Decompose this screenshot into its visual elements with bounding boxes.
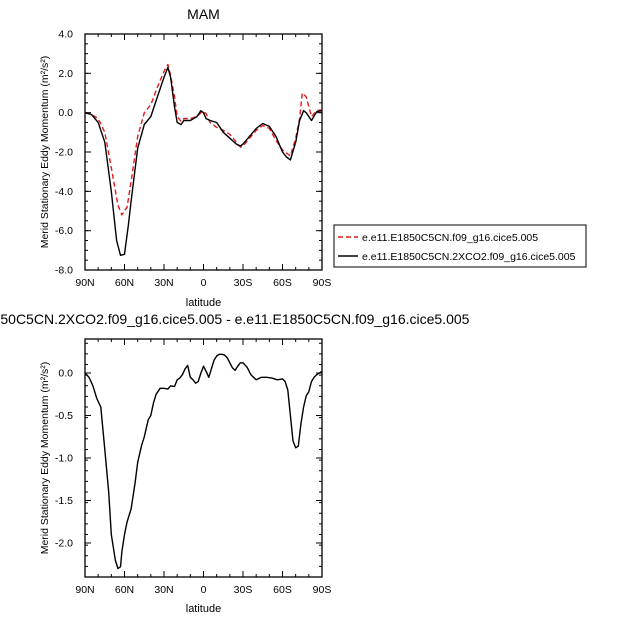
panel-bottom-y-label: Merid Stationary Eddy Momentum (m²/s²) [39, 362, 51, 555]
panel-bottom-series-0-line [84, 353, 323, 570]
panel-top-x-tick-label: 60N [115, 277, 134, 289]
panel-bottom-x-tick-label: 60S [273, 584, 292, 596]
panel-top-series [84, 63, 323, 257]
panel-bottom-x-tick-label: 90N [75, 584, 94, 596]
panel-bottom-x-tick-label: 0 [201, 584, 207, 596]
panel-top-y-tick-label: 4.0 [58, 29, 73, 41]
panel-top-y-tick-label: -2.0 [55, 147, 73, 159]
panel-top-series-1-line [84, 66, 323, 257]
panel-bottom-y-tick-label: 0.0 [58, 368, 73, 380]
panel-bottom-plot-frame [84, 338, 323, 578]
panel-top-y-ticks: 4.0 2.0 0.0 -2.0 -4.0 -6.0 -8.0 [55, 29, 322, 277]
panel-bottom-y-tick-label: -2.0 [55, 538, 73, 550]
panel-bottom-x-label: latitude [186, 603, 221, 615]
panel-bottom-y-tick-label: -1.5 [55, 495, 73, 507]
panel-bottom-y-ticks: 0.0 -0.5 -1.0 -1.5 -2.0 [55, 342, 322, 578]
legend-label-series-1: e.e11.E1850C5CN.2XCO2.f09_g16.cice5.005 [362, 251, 576, 263]
panel-top-x-tick-label: 90N [75, 277, 94, 289]
panel-bottom-series [84, 353, 323, 570]
panel-bottom-y-tick-label: -0.5 [55, 410, 73, 422]
panel-top-y-label: Merid Stationary Eddy Momentum (m²/s²) [39, 56, 51, 249]
panel-top-y-tick-label: -8.0 [55, 265, 73, 277]
panel-bottom-title: e.e11.E1850C5CN.2XCO2.f09_g16.cice5.005 … [0, 311, 470, 327]
panel-bottom-x-tick-label: 30N [154, 584, 173, 596]
panel-top-y-tick-label: -4.0 [55, 186, 73, 198]
panel-bottom-x-tick-label: 60N [115, 584, 134, 596]
panel-bottom-x-tick-label: 30S [234, 584, 253, 596]
panel-top-title: MAM [187, 6, 220, 22]
legend-label-series-0: e.e11.E1850C5CN.f09_g16.cice5.005 [362, 232, 538, 244]
panel-bottom-x-tick-label: 90S [313, 584, 332, 596]
panel-top-y-tick-label: -6.0 [55, 225, 73, 237]
panel-top-series-0-line [84, 63, 323, 216]
panel-top-x-tick-label: 0 [201, 277, 207, 289]
legend: e.e11.E1850C5CN.f09_g16.cice5.005 e.e11.… [333, 224, 587, 268]
panel-top-y-tick-label: 0.0 [58, 107, 73, 119]
panel-top-x-label: latitude [186, 297, 221, 309]
panel-bottom: e.e11.E1850C5CN.2XCO2.f09_g16.cice5.005 … [0, 311, 470, 615]
panel-top-x-tick-label: 30S [234, 277, 253, 289]
panel-bottom-x-ticks: 90N 60N 30N 0 30S 60S 90S [75, 339, 331, 596]
panel-top-x-tick-label: 90S [313, 277, 332, 289]
panel-top-y-tick-label: 2.0 [58, 68, 73, 80]
panel-bottom-y-tick-label: -1.0 [55, 453, 73, 465]
panel-top-x-tick-label: 30N [154, 277, 173, 289]
panel-top-x-ticks: 90N 60N 30N 0 30S 60S 90S [75, 34, 331, 289]
panel-top-x-tick-label: 60S [273, 277, 292, 289]
legend-box [333, 224, 587, 268]
panel-top-plot-frame [84, 33, 323, 271]
panel-top: MAM 4.0 2.0 0.0 -2.0 -4.0 -6.0 -8.0 90N 60N 30N 0… [39, 6, 331, 309]
